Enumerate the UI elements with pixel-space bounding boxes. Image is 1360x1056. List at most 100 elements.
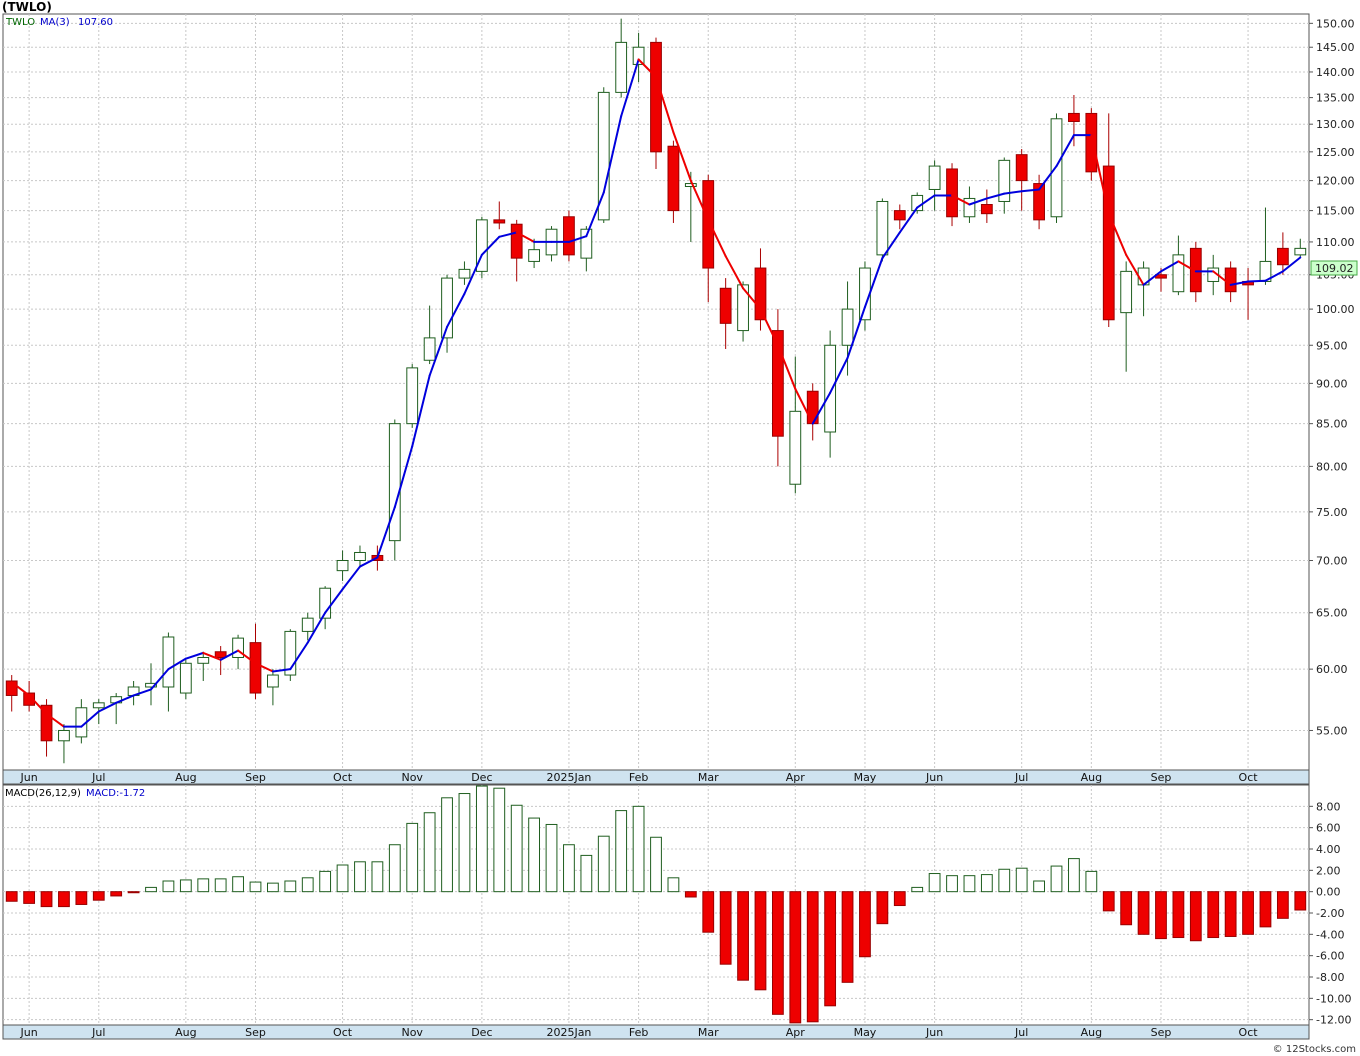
ma-segment [254, 662, 274, 673]
ma-segment [150, 668, 170, 691]
candle [354, 545, 366, 566]
candle [406, 364, 419, 428]
macd-bar [771, 891, 784, 1015]
ma-segment [463, 253, 483, 295]
candle [771, 309, 784, 467]
macd-bar [458, 793, 471, 893]
candle-body [528, 249, 541, 262]
ma-segment [97, 701, 118, 713]
candle [893, 204, 906, 230]
candle [632, 32, 645, 83]
macd-bar [232, 876, 244, 893]
ma-segment [1159, 260, 1180, 273]
macd-bar [23, 891, 36, 904]
macd-tick-label: -10.00 [1316, 992, 1351, 1005]
ma-segment [655, 76, 675, 134]
macd-bar [284, 880, 297, 893]
candle-body [737, 284, 749, 332]
candle [493, 201, 506, 230]
candle [388, 419, 401, 561]
candle-body [702, 180, 715, 269]
price-tick-label: 115.00 [1316, 205, 1355, 218]
month-labels-bottom: Jun Jul Aug Sep Oct Nov Dec 2025Jan Feb Mar Apr May… [20, 1026, 1259, 1039]
macd-bar [528, 817, 541, 893]
candle-body [267, 674, 279, 688]
candle [719, 278, 732, 349]
ma-segment [724, 255, 745, 290]
candle-body [684, 183, 697, 188]
ma-segment [219, 649, 240, 661]
candle-body [336, 559, 349, 572]
candle [145, 663, 157, 706]
candle [284, 629, 297, 681]
ma-segment [1020, 188, 1041, 193]
ma-segment [376, 506, 396, 559]
macd-bar [1050, 865, 1063, 893]
macd-bar [667, 877, 680, 893]
price-tick-label: 60.00 [1316, 663, 1348, 676]
macd-bar [980, 874, 993, 893]
month-label: Aug [175, 771, 196, 784]
ma-segment [985, 192, 1006, 200]
candle-body [615, 41, 628, 93]
candle-body [980, 204, 993, 215]
macd-tick-label: 4.00 [1316, 843, 1341, 856]
candle-body [963, 197, 976, 218]
candle-body [493, 219, 506, 224]
month-strip-bottom: Jun Jul Aug Sep Oct Nov Dec 2025Jan Feb Mar Apr May… [2, 1024, 1310, 1040]
macd-bar [1276, 891, 1289, 919]
ma-segment [637, 58, 657, 79]
ma-segment [45, 713, 65, 728]
macd-bar [563, 844, 575, 893]
macd-bar [162, 880, 175, 893]
legend-ticker: TWLO [5, 17, 35, 28]
macd-legend-label: MACD(26,12,9) [5, 788, 81, 799]
price-tick-label: 95.00 [1316, 339, 1348, 352]
ma-segment [411, 374, 431, 448]
candle-body [563, 216, 575, 256]
macd-bar [319, 870, 332, 893]
month-label: Jun [925, 771, 943, 784]
candle-body [232, 637, 244, 658]
ma-segment [776, 344, 797, 390]
macd-bar [5, 891, 18, 902]
candle-body [179, 662, 192, 694]
candle [267, 669, 279, 706]
month-label: Oct [333, 1026, 353, 1039]
macd-bar [1172, 891, 1185, 939]
ma-segment [393, 445, 414, 509]
macd-bar [493, 787, 506, 893]
candle-body [162, 636, 175, 688]
ma-segment [1281, 256, 1302, 273]
macd-bar [789, 891, 802, 1024]
month-label: Aug [1081, 771, 1102, 784]
candle-body [1294, 247, 1307, 256]
candle-body [197, 656, 210, 664]
macd-bar [998, 868, 1011, 893]
candle-body [841, 308, 854, 346]
month-label: Sep [245, 1026, 266, 1039]
price-tick-label: 110.00 [1316, 236, 1355, 249]
ma-segment [515, 231, 536, 243]
candle-body [1102, 165, 1115, 321]
macd-bar [1294, 891, 1307, 911]
macd-bar [580, 854, 593, 893]
candle-body [475, 219, 488, 272]
macd-histogram [5, 785, 1307, 1024]
candle-body [824, 344, 837, 433]
candle [5, 675, 18, 712]
ma-segment [1212, 270, 1232, 286]
candle [249, 623, 262, 700]
ma-segment [707, 218, 727, 258]
macd-bar [946, 875, 958, 893]
ma-segment [271, 668, 292, 673]
candle-body [1224, 267, 1237, 293]
macd-bar [841, 891, 854, 983]
ma-segment [1055, 134, 1075, 168]
candle [789, 356, 802, 494]
macd-tick-label: -6.00 [1316, 950, 1344, 963]
ma-segment [10, 681, 31, 697]
moving-average-line [10, 58, 1302, 728]
ma-segment [132, 688, 153, 697]
macd-bar [354, 861, 366, 893]
